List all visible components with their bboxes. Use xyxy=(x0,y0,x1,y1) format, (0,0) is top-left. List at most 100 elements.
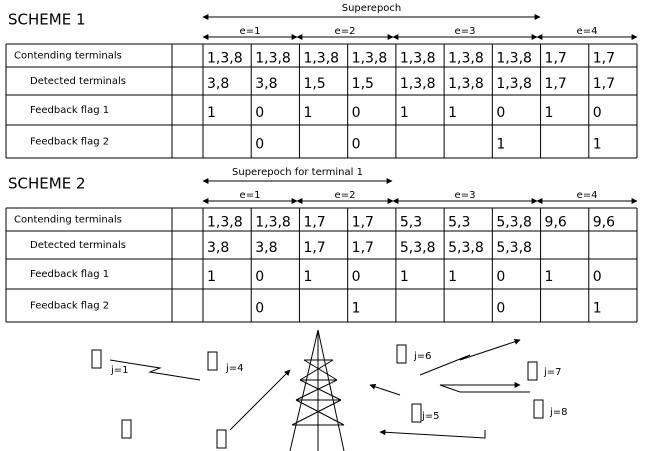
cell: 3,8 xyxy=(255,240,277,256)
bottom-scene xyxy=(91,329,544,451)
cell: 1,7 xyxy=(303,215,325,231)
cell: 1,5 xyxy=(303,76,325,92)
cell: 0 xyxy=(255,137,264,153)
superepoch-label: Superepoch xyxy=(342,3,402,14)
epoch-label: e=2 xyxy=(335,190,356,201)
row-label: Feedback flag 2 xyxy=(30,301,109,312)
cell: 1 xyxy=(593,301,602,317)
epoch-label: e=4 xyxy=(577,190,598,201)
link xyxy=(369,383,401,396)
terminal-label: j=8 xyxy=(549,407,568,418)
phone xyxy=(527,361,538,381)
cell: 1,3,8 xyxy=(352,51,388,67)
cell: 0 xyxy=(352,137,361,153)
cell: 1,7 xyxy=(545,76,567,92)
cell: 9,6 xyxy=(593,215,615,231)
cell: 1,3,8 xyxy=(255,215,291,231)
cell: 0 xyxy=(352,269,361,285)
cell: 1,3,8 xyxy=(448,51,484,67)
superepoch-label: Superepoch for terminal 1 xyxy=(232,167,363,178)
row-label: Contending terminals xyxy=(14,51,122,62)
cell: 5,3 xyxy=(400,215,422,231)
cell: 0 xyxy=(255,105,264,121)
phone xyxy=(91,349,102,369)
phone xyxy=(411,403,422,423)
link xyxy=(419,338,521,376)
cell: 1 xyxy=(400,105,409,121)
cell: 1,7 xyxy=(593,51,615,67)
scheme-title: SCHEME 2 xyxy=(8,175,85,193)
row-label: Feedback flag 1 xyxy=(30,269,109,280)
terminal-label: j=4 xyxy=(225,363,244,374)
cell: 1 xyxy=(496,137,505,153)
cell: 1,3,8 xyxy=(448,76,484,92)
cell: 5,3,8 xyxy=(448,240,484,256)
row-label: Feedback flag 2 xyxy=(30,137,109,148)
cell: 1,3,8 xyxy=(255,51,291,67)
cell: 1,7 xyxy=(352,215,374,231)
row-label: Feedback flag 1 xyxy=(30,105,109,116)
cell: 0 xyxy=(352,105,361,121)
cell: 1 xyxy=(352,301,361,317)
cell: 0 xyxy=(496,269,505,285)
cell: 1 xyxy=(207,105,216,121)
cell: 0 xyxy=(255,301,264,317)
epoch-label: e=1 xyxy=(240,190,261,201)
cell: 1 xyxy=(448,105,457,121)
cell: 0 xyxy=(496,301,505,317)
row-label: Detected terminals xyxy=(30,76,126,87)
cell: 1 xyxy=(545,269,554,285)
cell: 1,7 xyxy=(545,51,567,67)
cell: 1,3,8 xyxy=(400,76,436,92)
cell: 1,7 xyxy=(352,240,374,256)
cell: 3,8 xyxy=(255,76,277,92)
scheme-title: SCHEME 1 xyxy=(8,11,85,29)
cell: 5,3 xyxy=(448,215,470,231)
cell: 0 xyxy=(255,269,264,285)
cell: 9,6 xyxy=(545,215,567,231)
cell: 1,3,8 xyxy=(496,51,532,67)
link xyxy=(229,369,291,431)
phone xyxy=(207,351,218,371)
cell: 1,3,8 xyxy=(496,76,532,92)
phone xyxy=(121,419,132,439)
cell: 1 xyxy=(448,269,457,285)
cell: 1,3,8 xyxy=(207,51,243,67)
cell: 3,8 xyxy=(207,76,229,92)
link xyxy=(109,359,201,381)
phone xyxy=(396,344,407,364)
tower xyxy=(289,329,345,451)
epoch-label: e=3 xyxy=(455,190,476,201)
cell: 0 xyxy=(496,105,505,121)
epoch-label: e=2 xyxy=(335,26,356,37)
cell: 1 xyxy=(593,137,602,153)
cell: 0 xyxy=(593,269,602,285)
terminal-label: j=1 xyxy=(110,365,129,376)
terminal-label: j=7 xyxy=(543,367,562,378)
cell: 1 xyxy=(207,269,216,285)
cell: 1,7 xyxy=(303,240,325,256)
phone xyxy=(533,399,544,419)
cell: 1 xyxy=(303,269,312,285)
cell: 1,3,8 xyxy=(207,215,243,231)
phone xyxy=(216,429,227,449)
cell: 1,3,8 xyxy=(303,51,339,67)
epoch-label: e=1 xyxy=(240,26,261,37)
row-label: Detected terminals xyxy=(30,240,126,251)
cell: 1,7 xyxy=(593,76,615,92)
link xyxy=(379,429,486,439)
epoch-label: e=3 xyxy=(455,26,476,37)
cell: 3,8 xyxy=(207,240,229,256)
cell: 5,3,8 xyxy=(496,215,532,231)
cell: 1 xyxy=(545,105,554,121)
epoch-label: e=4 xyxy=(577,26,598,37)
cell: 5,3,8 xyxy=(400,240,436,256)
link xyxy=(439,382,530,393)
cell: 1,5 xyxy=(352,76,374,92)
terminal-label: j=6 xyxy=(413,351,432,362)
cell: 1 xyxy=(400,269,409,285)
terminal-label: j=5 xyxy=(421,411,440,422)
row-label: Contending terminals xyxy=(14,215,122,226)
cell: 1,3,8 xyxy=(400,51,436,67)
